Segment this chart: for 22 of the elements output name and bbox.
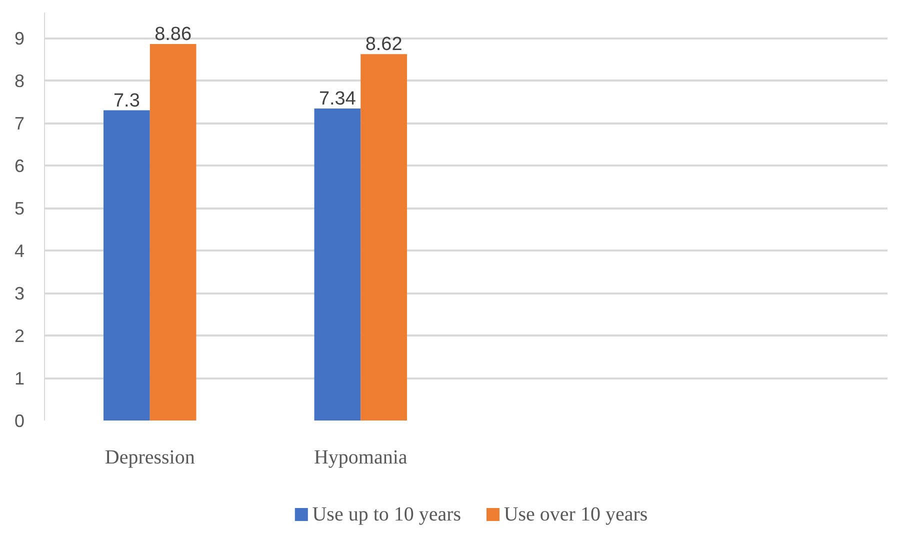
x-tick-label: Hypomania [314, 446, 408, 468]
bar [360, 54, 407, 420]
bar [104, 110, 150, 420]
legend-label: Use over 10 years [504, 504, 648, 526]
x-tick-label: Depression [104, 446, 195, 468]
y-tick-label: 1 [14, 368, 25, 388]
data-label: 8.62 [365, 34, 402, 56]
data-label: 8.86 [154, 24, 192, 45]
y-tick-label: 5 [14, 198, 25, 218]
data-label: 7.3 [113, 90, 140, 112]
y-tick-label: 0 [14, 411, 25, 431]
legend-label: Use up to 10 years [312, 504, 462, 526]
bar [314, 108, 361, 420]
bar [150, 44, 196, 420]
y-tick-label: 4 [14, 241, 25, 261]
y-tick-label: 8 [14, 71, 25, 91]
y-tick-label: 3 [14, 284, 25, 304]
y-tick-label: 7 [14, 114, 25, 134]
y-tick-label: 6 [14, 156, 25, 176]
y-tick-label: 2 [14, 326, 25, 346]
data-label: 7.34 [318, 88, 356, 110]
y-tick-label: 9 [14, 28, 25, 48]
